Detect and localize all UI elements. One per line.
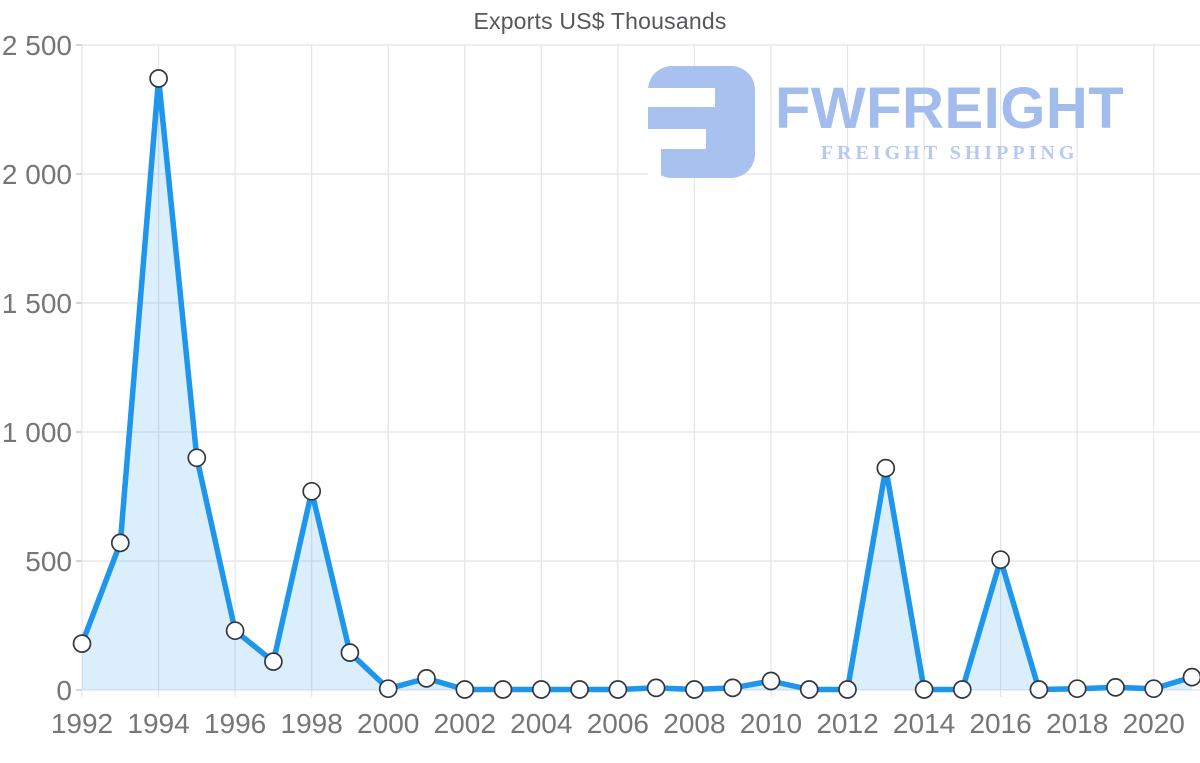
data-point-marker[interactable] <box>876 458 896 478</box>
data-point-marker[interactable] <box>340 643 360 662</box>
x-axis-label: 1996 <box>204 708 266 739</box>
data-point-marker[interactable] <box>646 678 666 698</box>
data-point-marker[interactable] <box>838 680 857 699</box>
chart-title: Exports US$ Thousands <box>473 8 727 34</box>
x-axis-label: 2002 <box>434 708 496 739</box>
x-axis-label: 1994 <box>127 708 189 739</box>
data-point-marker[interactable] <box>1182 667 1200 687</box>
x-axis-label: 2004 <box>510 708 572 739</box>
x-axis-label: 1998 <box>281 708 343 739</box>
data-point-marker[interactable] <box>914 680 934 699</box>
data-point-marker[interactable] <box>378 679 398 699</box>
data-point-marker[interactable] <box>991 550 1010 570</box>
data-point-marker[interactable] <box>187 448 207 468</box>
data-point-marker[interactable] <box>608 680 628 699</box>
y-axis-label: 2 000 <box>2 159 72 190</box>
data-point-marker[interactable] <box>302 481 322 501</box>
data-point-marker[interactable] <box>761 671 781 691</box>
data-point-marker[interactable] <box>1067 679 1087 699</box>
data-point-marker[interactable] <box>225 621 245 641</box>
data-point-marker[interactable] <box>1106 678 1125 697</box>
x-axis-label: 2018 <box>1046 708 1108 739</box>
data-point-marker[interactable] <box>570 680 589 699</box>
data-point-marker[interactable] <box>149 69 168 88</box>
data-point-marker[interactable] <box>685 680 704 699</box>
x-axis-label: 2014 <box>893 708 955 739</box>
x-axis-label: 1992 <box>51 708 113 739</box>
data-point-marker[interactable] <box>1029 680 1049 699</box>
data-line <box>79 75 1195 693</box>
data-point-marker[interactable] <box>1144 679 1164 699</box>
x-axis-label: 2006 <box>587 708 649 739</box>
area-fill <box>82 78 1192 690</box>
data-point-marker[interactable] <box>110 533 130 553</box>
data-point-marker[interactable] <box>417 669 436 688</box>
data-point-marker[interactable] <box>493 680 513 699</box>
data-point-marker[interactable] <box>72 634 92 653</box>
data-point-marker[interactable] <box>455 680 475 699</box>
y-axis-label: 1 000 <box>2 417 72 448</box>
x-axis-label: 2008 <box>663 708 725 739</box>
data-point-marker[interactable] <box>799 680 819 699</box>
data-point-marker[interactable] <box>531 680 551 699</box>
data-point-marker[interactable] <box>723 678 743 698</box>
y-axis-label: 1 500 <box>2 288 72 319</box>
y-axis-label: 2 500 <box>2 30 72 61</box>
x-axis-label: 2000 <box>357 708 419 739</box>
x-axis-label: 2016 <box>969 708 1031 739</box>
x-axis-label: 2012 <box>816 708 878 739</box>
y-axis-label: 500 <box>25 546 72 577</box>
data-point-marker[interactable] <box>264 652 283 671</box>
y-axis-label: 0 <box>56 675 72 706</box>
x-axis-label: 2010 <box>740 708 802 739</box>
x-axis-label: 2020 <box>1123 708 1185 739</box>
data-point-marker[interactable] <box>952 680 972 699</box>
